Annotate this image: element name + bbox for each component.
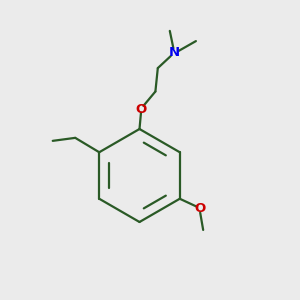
Text: O: O [194,202,206,215]
Text: O: O [135,103,147,116]
Text: N: N [169,46,180,59]
